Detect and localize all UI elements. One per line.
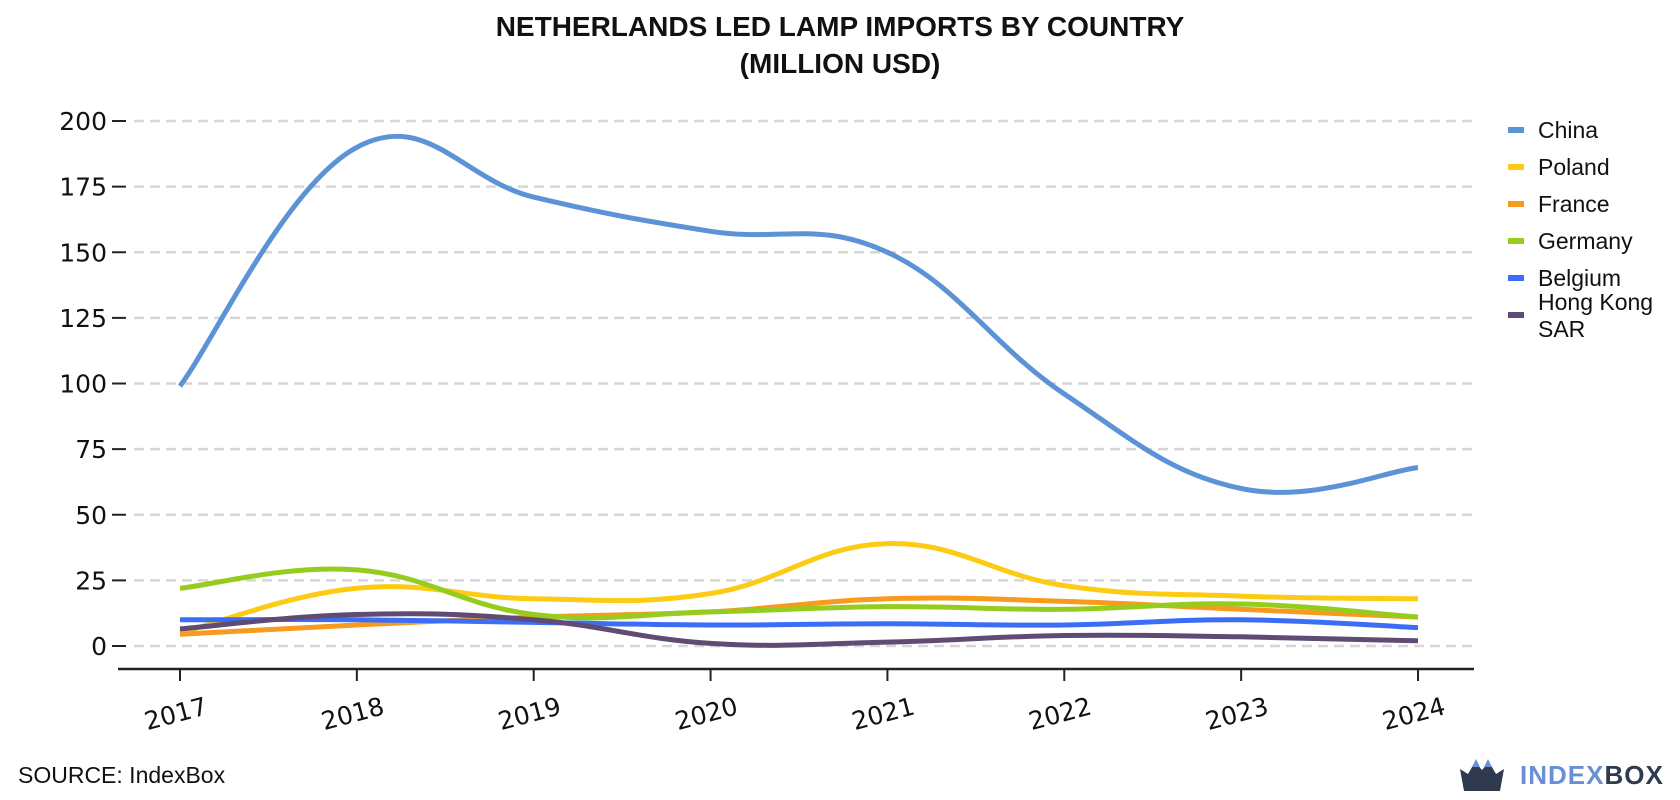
y-tick-label: 0 (91, 632, 107, 661)
brand-name: INDEXBOX (1520, 760, 1664, 791)
x-tick-label: 2022 (1026, 692, 1095, 736)
brand-name-part-2: BOX (1604, 759, 1664, 790)
legend-label: France (1538, 191, 1610, 217)
series-line-belgium (179, 617, 1419, 631)
x-tick-label: 2020 (672, 692, 741, 736)
x-tick-label: 2019 (495, 692, 564, 736)
legend-label: Hong Kong SAR (1538, 289, 1653, 342)
y-tick-label: 150 (59, 238, 107, 267)
y-tick-label: 100 (59, 370, 107, 399)
x-tick-label: 2023 (1202, 692, 1271, 736)
series-lines (177, 133, 1419, 648)
chart-title-line-1: NETHERLANDS LED LAMP IMPORTS BY COUNTRY (495, 11, 1185, 42)
y-tick-label: 200 (59, 107, 107, 136)
y-tick-label: 25 (75, 566, 107, 595)
x-tick-label: 2017 (141, 692, 210, 736)
y-tick-label: 125 (59, 304, 107, 333)
x-tick-label: 2021 (849, 692, 918, 736)
chart-title: NETHERLANDS LED LAMP IMPORTS BY COUNTRY … (0, 8, 1680, 82)
legend-label: Poland (1538, 154, 1610, 180)
legend-label: Germany (1538, 228, 1633, 254)
y-tick-label: 75 (75, 435, 107, 464)
series-line-hong-kong-sar (179, 611, 1419, 648)
series-line-china (177, 133, 1419, 495)
y-tick-label: 175 (59, 173, 107, 202)
x-tick-label: 2018 (318, 692, 387, 736)
series-line-france (179, 595, 1419, 637)
x-tick-label: 2024 (1379, 692, 1448, 736)
series-line-poland (179, 541, 1419, 636)
indexbox-logo: INDEXBOX (1458, 752, 1664, 798)
crown-box-logo-icon (1460, 759, 1504, 791)
y-tick-label: 50 (75, 501, 107, 530)
legend-label: China (1538, 117, 1598, 143)
chart-title-line-2: (MILLION USD) (739, 48, 941, 79)
axes: 0 25 50 75 100 125 150 175 200 2017 2018 2019 2020 20… (59, 107, 1474, 736)
series-line-germany (179, 566, 1419, 621)
brand-name-part-1: INDEX (1520, 759, 1605, 790)
source-note: SOURCE: IndexBox (18, 762, 226, 788)
legend-label: Belgium (1538, 265, 1621, 291)
